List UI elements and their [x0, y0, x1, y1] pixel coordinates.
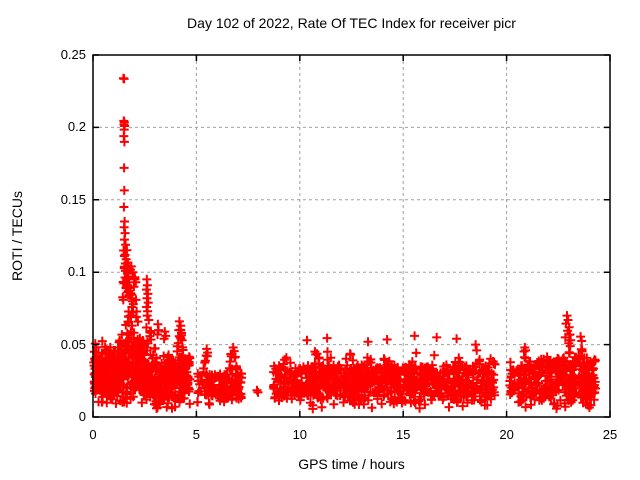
x-axis-label: GPS time / hours — [298, 456, 405, 472]
x-tick-label: 10 — [292, 427, 308, 442]
x-tick-label: 25 — [602, 427, 618, 442]
chart-title: Day 102 of 2022, Rate Of TEC Index for r… — [187, 15, 516, 31]
y-tick-label: 0.05 — [60, 336, 86, 352]
y-tick-label: 0 — [78, 409, 86, 424]
gridlines — [93, 55, 610, 417]
x-tick-label: 15 — [395, 427, 411, 442]
y-tick-label: 0.1 — [67, 264, 86, 280]
x-tick-label: 0 — [89, 427, 97, 442]
data-points — [89, 73, 600, 414]
y-tick-label: 0.25 — [60, 47, 86, 62]
x-tick-label: 5 — [192, 427, 200, 442]
y-axis-label: ROTI / TECUs — [9, 191, 25, 281]
x-tick-label: 20 — [499, 427, 514, 442]
y-tick-label: 0.15 — [60, 191, 86, 207]
plot-border — [92, 54, 611, 418]
y-tick-label: 0.2 — [67, 119, 86, 135]
